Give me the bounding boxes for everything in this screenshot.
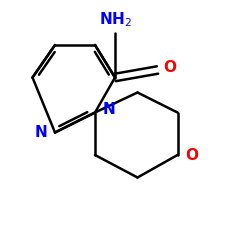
Text: N: N — [102, 102, 115, 118]
Text: NH$_2$: NH$_2$ — [98, 11, 132, 29]
Text: O: O — [185, 148, 198, 162]
Text: O: O — [164, 60, 176, 75]
Text: N: N — [35, 125, 48, 140]
